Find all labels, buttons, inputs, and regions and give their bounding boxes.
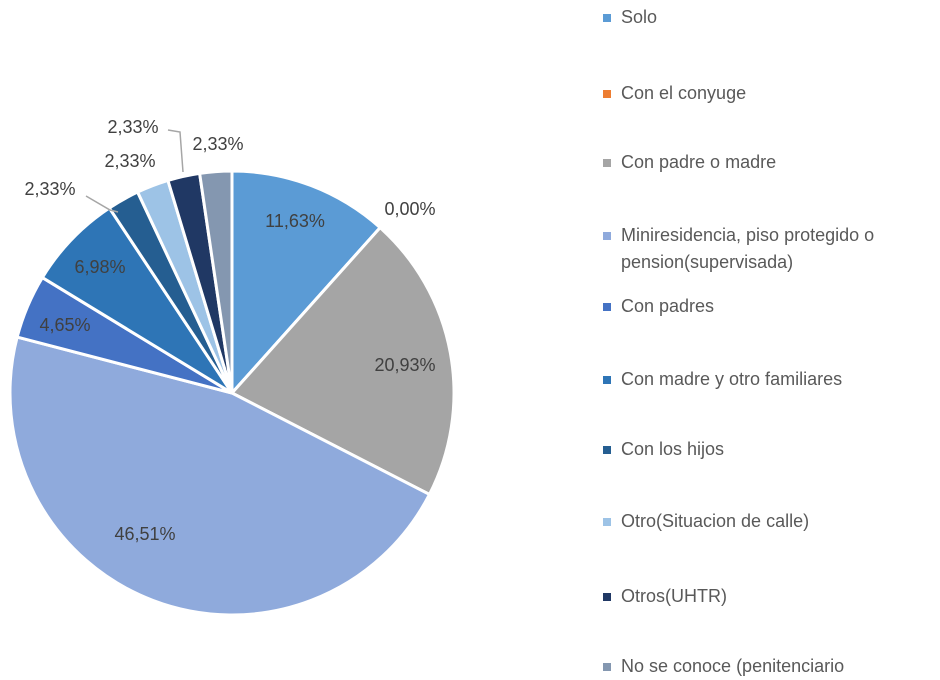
- legend-label: Con madre y otro familiares: [621, 369, 843, 389]
- legend-item: Otro(Situacion de calle): [603, 508, 933, 535]
- legend-label: Con padres: [621, 296, 715, 316]
- pie-slice: [229, 225, 456, 497]
- data-label: 4,65%: [39, 315, 90, 335]
- legend-label: Con los hijos: [621, 439, 725, 459]
- legend-item: Con el conyuge: [603, 80, 933, 107]
- pie-slice: [197, 169, 234, 394]
- data-label: 2,33%: [24, 179, 75, 199]
- data-label: 46,51%: [114, 524, 175, 544]
- data-label: 2,33%: [107, 117, 158, 137]
- pie-slice: [8, 335, 432, 617]
- data-label: 0,00%: [384, 199, 435, 219]
- data-label: 2,33%: [104, 151, 155, 171]
- legend-item: No se conoce (penitenciario: [603, 653, 933, 680]
- legend-swatch: [603, 593, 611, 601]
- legend-swatch: [603, 376, 611, 384]
- pie-slice: [230, 169, 383, 397]
- legend-swatch: [603, 303, 611, 311]
- legend-label: Con padre o madre: [621, 152, 777, 172]
- chart: 11,63% 0,00% 20,93% 46,51% 4,65% 6,98% 2,33% 2,…: [8, 117, 456, 617]
- legend-label: Miniresidencia, piso protegido o pension…: [621, 225, 875, 272]
- legend-swatch: [603, 90, 611, 98]
- legend-swatch: [603, 159, 611, 167]
- legend-item: Con padres: [603, 293, 933, 320]
- data-label: 6,98%: [74, 257, 125, 277]
- legend-item: Miniresidencia, piso protegido o pension…: [603, 222, 933, 276]
- legend-label: Con el conyuge: [621, 83, 747, 103]
- data-label: 20,93%: [374, 355, 435, 375]
- data-label: 2,33%: [192, 134, 243, 154]
- legend-swatch: [603, 14, 611, 22]
- legend-label: Otros(UHTR): [621, 586, 727, 606]
- leader-line: [167, 129, 184, 173]
- legend-swatch: [603, 446, 611, 454]
- data-label: 11,63%: [265, 211, 325, 231]
- legend-item: Con los hijos: [603, 436, 933, 463]
- legend-item: Solo: [603, 4, 933, 31]
- legend: Solo Con el conyuge Con padre o madre Minir…: [603, 0, 933, 676]
- legend-label: Solo: [621, 7, 658, 27]
- legend-item: Con padre o madre: [603, 149, 933, 176]
- legend-label: Otro(Situacion de calle): [621, 511, 810, 531]
- legend-swatch: [603, 663, 611, 671]
- leader-line: [85, 195, 119, 213]
- legend-item: Otros(UHTR): [603, 583, 933, 610]
- legend-swatch: [603, 518, 611, 526]
- legend-item: Con madre y otro familiares: [603, 366, 933, 393]
- legend-swatch: [603, 232, 611, 240]
- legend-label: No se conoce (penitenciario: [621, 656, 845, 676]
